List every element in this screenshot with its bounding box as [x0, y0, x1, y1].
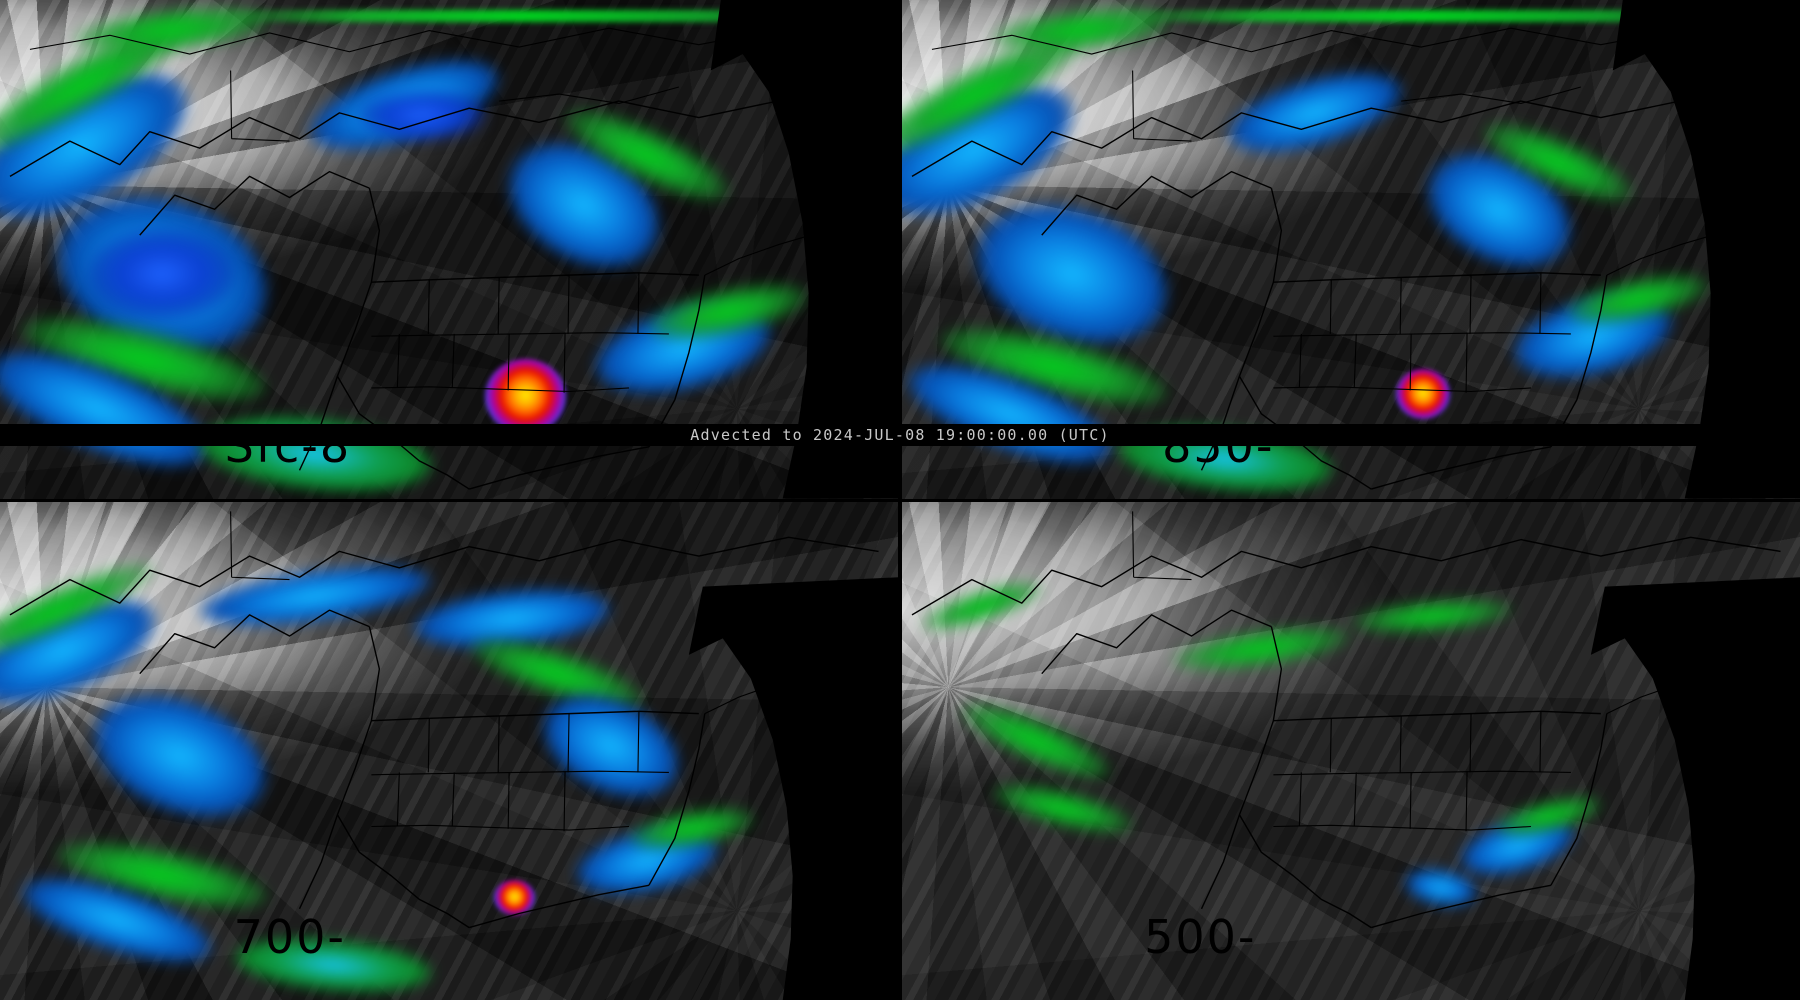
- tropical-cyclone-core: [485, 358, 567, 434]
- panel-500[interactable]: 500-: [901, 501, 1800, 1000]
- panel-column-divider: [898, 0, 902, 1000]
- tropical-cyclone-core: [1395, 368, 1450, 419]
- panel-sfc-850[interactable]: Sfc-8: [0, 0, 899, 499]
- advection-timestamp-caption: Advected to 2024-JUL-08 19:00:00.00 (UTC…: [680, 424, 1120, 446]
- panel-700[interactable]: 700-: [0, 501, 899, 1000]
- polar-jet-band: [901, 9, 1800, 22]
- tropical-cyclone-core: [494, 880, 535, 916]
- level-label-500: 500-: [1144, 910, 1257, 965]
- moisture-field: [901, 501, 1800, 1000]
- moisture-ribbons: [902, 502, 1800, 1000]
- level-label-700: 700-: [233, 910, 347, 965]
- polar-jet-band: [0, 9, 899, 22]
- moisture-field: [0, 501, 899, 1000]
- moisture-ribbons: [0, 502, 899, 1000]
